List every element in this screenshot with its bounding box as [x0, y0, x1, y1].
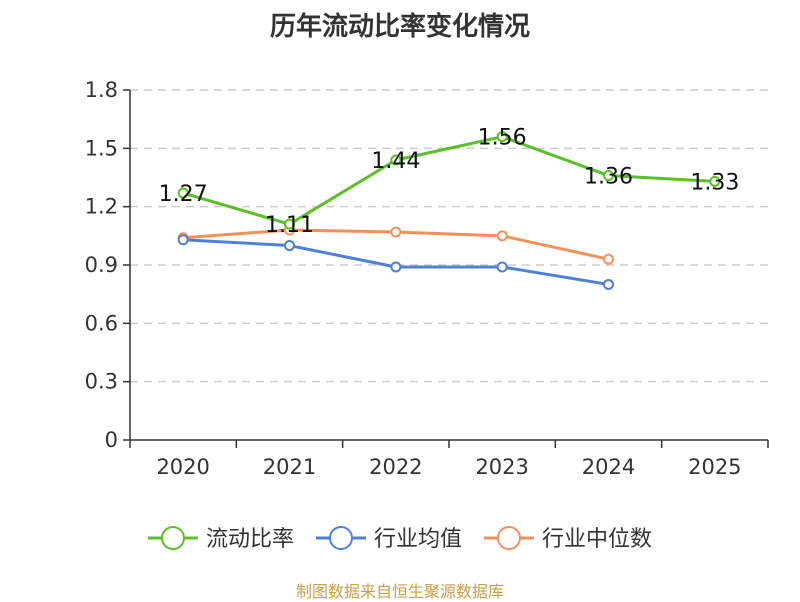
series-line: [182, 135, 715, 226]
data-labels: 1.27 1.11 1.44 1.56 1.36 1.33: [159, 126, 740, 239]
x-tick-label: 2023: [475, 455, 528, 479]
legend-item: 行业均值: [316, 526, 462, 552]
data-label: 1.56: [478, 126, 527, 151]
data-point: [390, 261, 402, 273]
data-point: [496, 261, 508, 273]
chart-title: 历年流动比率变化情况: [269, 12, 530, 42]
legend-item: 行业中位数: [484, 526, 652, 552]
data-point: [390, 226, 402, 238]
x-tick-label: 2024: [582, 455, 635, 479]
y-tick-label: 0.6: [85, 311, 118, 335]
legend-swatch-marker: [161, 526, 185, 550]
x-tick-label: 2021: [263, 455, 316, 479]
legend-label: 行业均值: [374, 527, 462, 552]
data-label: 1.11: [265, 213, 314, 238]
series-lines: [177, 131, 721, 290]
data-point: [390, 154, 402, 166]
legend-swatch-marker: [329, 526, 353, 550]
legend: 流动比率 行业均值 行业中位数: [148, 526, 652, 552]
y-tick-label: 0: [105, 428, 118, 452]
y-tick-label: 1.2: [85, 195, 118, 219]
x-tick-label: 2022: [369, 455, 422, 479]
data-point: [496, 230, 508, 242]
data-label: 1.33: [690, 170, 739, 195]
source-note: 制图数据来自恒生聚源数据库: [295, 582, 504, 601]
legend-label: 流动比率: [206, 527, 294, 552]
legend-item: 流动比率: [148, 526, 294, 552]
y-tick-label: 1.5: [85, 136, 118, 160]
data-point: [603, 278, 614, 290]
y-tick-label: 0.9: [85, 253, 118, 277]
data-label: 1.36: [584, 165, 633, 190]
axes: [129, 90, 768, 441]
y-tick-label: 0.3: [85, 370, 118, 394]
data-point: [177, 234, 189, 246]
x-axis-ticks: 2020 2021 2022 2023 2024 2025: [129, 440, 769, 479]
data-label: 1.44: [371, 149, 420, 174]
data-point: [177, 187, 189, 199]
data-point: [603, 253, 614, 265]
y-tick-label: 1.8: [85, 78, 118, 102]
legend-label: 行业中位数: [542, 527, 652, 552]
data-label: 1.27: [159, 182, 208, 207]
data-point: [284, 218, 295, 230]
y-axis-ticks: 0 0.3 0.6 0.9 1.2 1.5 1.8: [85, 78, 130, 452]
data-point: [496, 131, 508, 143]
data-point: [709, 175, 721, 187]
data-point: [284, 240, 295, 252]
x-tick-label: 2020: [156, 455, 209, 479]
data-point: [603, 170, 614, 182]
x-tick-label: 2025: [688, 455, 741, 479]
legend-swatch-marker: [497, 526, 521, 550]
